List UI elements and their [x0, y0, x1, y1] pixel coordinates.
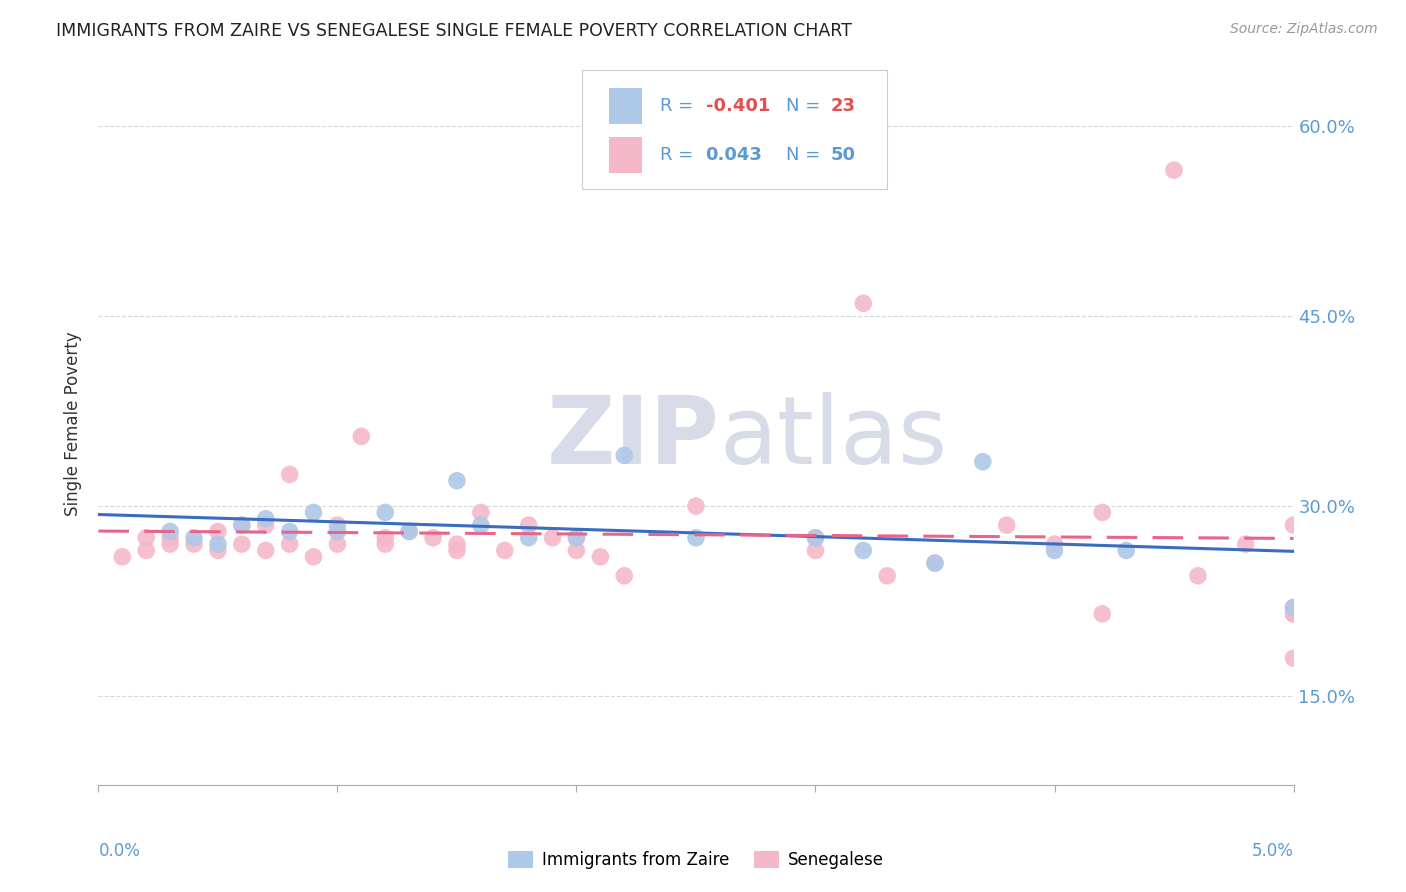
Point: [517, 518, 540, 533]
Point: [374, 531, 396, 545]
Point: [398, 524, 420, 539]
Point: [231, 518, 253, 533]
Text: atlas: atlas: [720, 392, 948, 484]
Point: [1282, 607, 1305, 621]
Point: [183, 531, 205, 545]
Point: [207, 524, 229, 539]
Point: [852, 296, 875, 310]
Text: Source: ZipAtlas.com: Source: ZipAtlas.com: [1230, 22, 1378, 37]
Point: [207, 537, 229, 551]
Point: [350, 429, 373, 443]
Point: [254, 543, 277, 558]
Text: 0.043: 0.043: [706, 146, 762, 164]
Text: -0.401: -0.401: [706, 97, 770, 115]
Point: [374, 505, 396, 519]
Point: [326, 524, 349, 539]
FancyBboxPatch shape: [582, 70, 887, 189]
Point: [1187, 569, 1209, 583]
Legend: Immigrants from Zaire, Senegalese: Immigrants from Zaire, Senegalese: [502, 844, 890, 875]
Point: [1115, 543, 1137, 558]
Point: [804, 531, 827, 545]
Point: [159, 524, 181, 539]
Point: [326, 518, 349, 533]
Point: [613, 569, 636, 583]
Point: [1282, 600, 1305, 615]
Point: [565, 531, 588, 545]
Point: [159, 531, 181, 545]
Point: [565, 531, 588, 545]
Point: [254, 518, 277, 533]
Point: [876, 569, 898, 583]
FancyBboxPatch shape: [609, 136, 643, 173]
Point: [446, 474, 468, 488]
Point: [183, 537, 205, 551]
Point: [1091, 607, 1114, 621]
Text: 23: 23: [831, 97, 856, 115]
Point: [446, 543, 468, 558]
Point: [278, 524, 301, 539]
Text: 0.0%: 0.0%: [98, 842, 141, 860]
Point: [1043, 543, 1066, 558]
Point: [685, 531, 707, 545]
Point: [446, 537, 468, 551]
Text: N =: N =: [786, 97, 825, 115]
Point: [804, 531, 827, 545]
Point: [852, 543, 875, 558]
Point: [135, 543, 157, 558]
Text: 5.0%: 5.0%: [1251, 842, 1294, 860]
Point: [565, 543, 588, 558]
Point: [159, 537, 181, 551]
Point: [422, 531, 444, 545]
Point: [613, 449, 636, 463]
Point: [1091, 505, 1114, 519]
Text: R =: R =: [661, 146, 699, 164]
Point: [541, 531, 564, 545]
Text: IMMIGRANTS FROM ZAIRE VS SENEGALESE SINGLE FEMALE POVERTY CORRELATION CHART: IMMIGRANTS FROM ZAIRE VS SENEGALESE SING…: [56, 22, 852, 40]
Y-axis label: Single Female Poverty: Single Female Poverty: [65, 332, 83, 516]
Point: [326, 537, 349, 551]
Point: [1234, 537, 1257, 551]
Point: [231, 537, 253, 551]
Text: N =: N =: [786, 146, 825, 164]
FancyBboxPatch shape: [609, 87, 643, 124]
Point: [470, 518, 492, 533]
Point: [924, 556, 946, 570]
Text: ZIP: ZIP: [547, 392, 720, 484]
Point: [685, 499, 707, 513]
Point: [302, 505, 325, 519]
Point: [135, 531, 157, 545]
Point: [207, 543, 229, 558]
Point: [995, 518, 1018, 533]
Point: [398, 524, 420, 539]
Point: [972, 455, 994, 469]
Point: [804, 543, 827, 558]
Point: [111, 549, 134, 564]
Point: [1163, 163, 1185, 178]
Point: [924, 556, 946, 570]
Point: [1282, 600, 1305, 615]
Point: [278, 537, 301, 551]
Point: [1282, 518, 1305, 533]
Text: R =: R =: [661, 97, 699, 115]
Point: [231, 518, 253, 533]
Point: [1282, 607, 1305, 621]
Point: [254, 512, 277, 526]
Point: [494, 543, 516, 558]
Point: [278, 467, 301, 482]
Point: [470, 505, 492, 519]
Point: [302, 549, 325, 564]
Point: [1282, 651, 1305, 665]
Point: [374, 537, 396, 551]
Point: [589, 549, 612, 564]
Point: [517, 531, 540, 545]
Text: 50: 50: [831, 146, 856, 164]
Point: [1043, 537, 1066, 551]
